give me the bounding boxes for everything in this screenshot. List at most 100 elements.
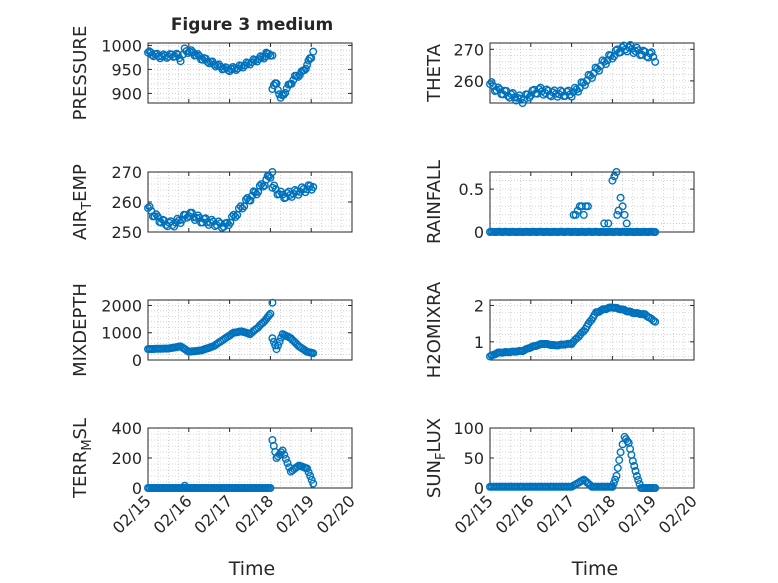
x-tick-label: 02/19 [614, 491, 660, 537]
data-point [634, 476, 643, 485]
data-point [281, 88, 290, 97]
data-point [581, 80, 590, 89]
data-point [309, 349, 318, 358]
data-point [567, 92, 576, 101]
data-point [150, 212, 159, 221]
data-point [623, 437, 632, 446]
data-point [595, 66, 604, 75]
data-point [583, 202, 592, 211]
data-point [268, 51, 277, 60]
subplot-rainfall: 0 0.5 RAINFALL [424, 160, 695, 244]
data-point [192, 51, 201, 60]
x-tick-label: 02/20 [655, 491, 701, 537]
data-point [613, 464, 622, 473]
data-point [278, 446, 287, 455]
data-point [611, 475, 620, 484]
grid [147, 427, 353, 489]
y-tick-label: 0 [132, 351, 142, 370]
data-point [612, 167, 621, 176]
data-point [170, 222, 179, 231]
data-point [608, 482, 617, 491]
x-tick-label: 02/15 [109, 491, 155, 537]
markers [486, 432, 660, 493]
data-point [301, 64, 310, 73]
data-point [630, 462, 639, 471]
data-point [579, 210, 588, 219]
data-point [309, 479, 318, 488]
data-point [651, 227, 660, 236]
data-point [268, 334, 277, 343]
data-point [309, 47, 318, 56]
x-tick-label: 02/17 [532, 491, 578, 537]
data-point [651, 57, 660, 66]
axes-box [147, 42, 353, 104]
data-point [266, 484, 275, 493]
data-point [145, 202, 154, 211]
data-point [307, 475, 316, 484]
data-point [614, 206, 623, 215]
x-tick-label: 02/20 [313, 491, 359, 537]
y-tick-label: 950 [111, 60, 142, 79]
y-tick-label: 400 [111, 419, 142, 438]
data-point [268, 298, 277, 307]
markers [143, 44, 318, 102]
data-point [631, 467, 640, 476]
y-tick-label: 0.5 [459, 180, 484, 199]
data-point [604, 219, 613, 228]
x-tick-label: 02/15 [451, 491, 497, 537]
markers [143, 167, 318, 232]
y-tick-label: 0 [474, 479, 484, 498]
data-point [303, 464, 312, 473]
data-point [255, 181, 264, 190]
subplot-pressure: 900 950 1000 PRESSURE [70, 26, 353, 120]
y-tick-label: 260 [453, 72, 484, 91]
y-tick-label: 200 [111, 449, 142, 468]
x-axis-label-right: Time [571, 558, 619, 580]
x-axis-label-left: Time [228, 558, 276, 580]
data-point [280, 450, 289, 459]
data-point [309, 182, 318, 191]
data-point [244, 59, 253, 68]
data-point [612, 471, 621, 480]
data-point [525, 93, 534, 102]
data-point [203, 58, 212, 67]
data-point [180, 481, 189, 490]
grid [489, 171, 695, 233]
x-tick-label: 02/18 [573, 491, 619, 537]
y-axis-label: RAINFALL [424, 160, 445, 244]
markers [486, 303, 660, 361]
axes-box [489, 299, 695, 361]
data-point [265, 311, 274, 320]
markers [143, 298, 318, 358]
x-tick-label: 02/16 [150, 491, 196, 537]
data-point [237, 62, 246, 71]
data-point [227, 212, 236, 221]
y-tick-label: 0 [132, 479, 142, 498]
data-point [251, 56, 260, 65]
data-point [608, 176, 617, 185]
data-point [304, 468, 313, 477]
data-point [609, 479, 618, 488]
markers [486, 167, 660, 236]
y-tick-label: 50 [464, 449, 484, 468]
data-point [231, 212, 240, 221]
data-point [303, 61, 312, 70]
data-point [273, 85, 282, 94]
data-point [275, 337, 284, 346]
data-point [616, 193, 625, 202]
subplot-mixdepth: 0 1000 2000 MIXDEPTH [70, 283, 353, 377]
data-point [274, 341, 283, 350]
data-point [272, 345, 281, 354]
data-point [517, 94, 526, 103]
data-point [306, 472, 315, 481]
y-axis-label: AIRTEMP [70, 164, 95, 240]
data-point [214, 217, 223, 226]
data-point [508, 88, 517, 97]
data-point [564, 86, 573, 95]
y-axis-label: THETA [424, 43, 445, 103]
data-point [571, 210, 580, 219]
data-point [259, 182, 268, 191]
